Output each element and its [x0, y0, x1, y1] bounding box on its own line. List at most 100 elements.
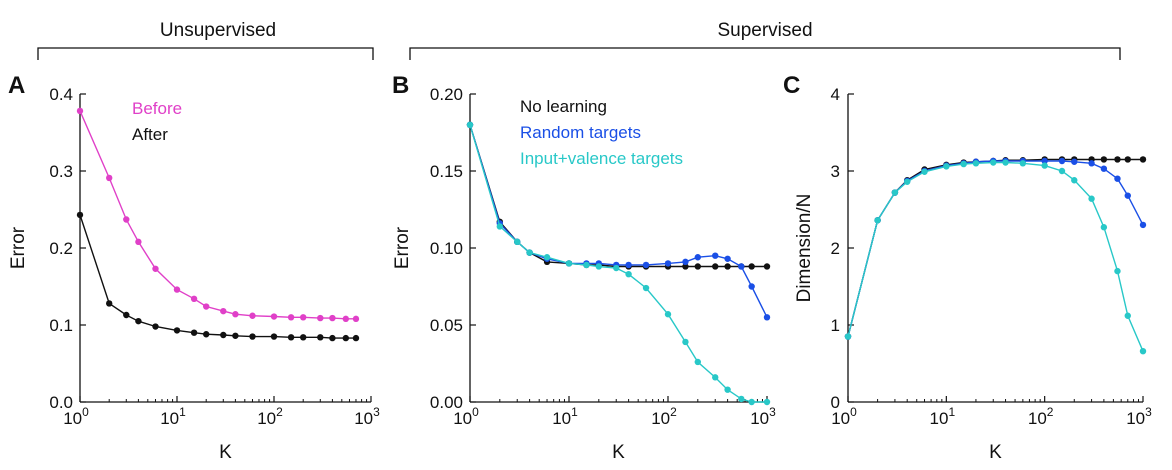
legend-before: Before [132, 99, 182, 118]
data-point [748, 283, 755, 290]
data-point [1088, 195, 1095, 202]
data-point [1139, 221, 1147, 229]
data-point [342, 334, 350, 342]
data-point [1114, 267, 1121, 275]
series-line [847, 158, 1143, 337]
data-point [329, 334, 336, 342]
x-tick-label: 101 [160, 405, 186, 428]
data-point [642, 261, 650, 269]
data-point [763, 263, 771, 270]
data-point [904, 178, 911, 185]
y-axis-label: Error [8, 226, 29, 269]
legend-random-targets: Random targets [520, 123, 641, 142]
data-point [287, 334, 295, 341]
data-point [1058, 167, 1066, 175]
data-point [1100, 165, 1108, 172]
y-tick-label: 0.3 [49, 162, 73, 181]
x-tick-label: 101 [930, 405, 956, 428]
data-point [943, 163, 950, 170]
data-point [682, 258, 689, 266]
y-tick-label: 3 [831, 162, 840, 181]
y-tick-label: 0.15 [430, 162, 463, 181]
data-point [1124, 312, 1131, 319]
unsupervised-header: Unsupervised [160, 20, 276, 41]
x-tick-label: 103 [750, 405, 776, 428]
unsupervised-bracket [37, 47, 374, 60]
y-axis-label: Dimension/N [794, 194, 815, 303]
series-line [79, 110, 356, 320]
legend-after: After [132, 125, 168, 144]
data-point [526, 249, 533, 256]
x-tick-label: 103 [354, 405, 380, 428]
data-point [352, 334, 360, 342]
panel-a-error-unsupervised: 0.0 0.1 0.2 0.3 0.4 100 101 102 103 K Error [8, 85, 380, 463]
data-point [220, 331, 227, 339]
y-tick-label: 0.05 [430, 316, 463, 335]
data-point [1071, 177, 1078, 184]
data-point [960, 160, 967, 168]
series-line [847, 160, 1144, 337]
data-point [891, 189, 899, 196]
data-point [642, 284, 650, 292]
data-point [299, 314, 307, 321]
x-tick-label: 100 [453, 405, 479, 428]
data-point [738, 263, 745, 270]
data-point [317, 314, 324, 322]
y-tick-label: 0.2 [49, 239, 73, 258]
data-point [270, 333, 278, 340]
data-point [1139, 156, 1147, 163]
data-point [1058, 157, 1066, 165]
data-point [514, 238, 521, 246]
data-point [921, 168, 928, 175]
data-point [287, 314, 295, 321]
data-point [173, 286, 181, 293]
data-point [1088, 160, 1095, 167]
data-point [1002, 159, 1009, 166]
x-tick-label: 102 [257, 405, 283, 428]
supervised-bracket [409, 47, 1121, 60]
data-point [990, 159, 997, 166]
data-point [123, 311, 130, 319]
data-point [763, 398, 771, 406]
data-point [76, 211, 84, 219]
data-point [249, 333, 256, 340]
y-axis-label: Error [392, 226, 413, 269]
data-point [342, 315, 350, 323]
data-point [543, 254, 551, 261]
data-point [972, 160, 980, 167]
data-point [202, 303, 210, 310]
data-point [1124, 156, 1131, 163]
data-point [299, 334, 307, 341]
data-point [1100, 156, 1108, 163]
x-tick-label: 100 [831, 405, 857, 428]
data-point [748, 398, 755, 406]
x-tick-label: 103 [1126, 405, 1152, 428]
data-point [105, 300, 113, 307]
data-point [135, 317, 142, 325]
data-point [249, 312, 256, 319]
data-point [173, 327, 181, 334]
data-point [625, 270, 632, 278]
data-point [496, 223, 504, 230]
x-axis-label: K [612, 442, 625, 463]
data-point [613, 264, 620, 272]
data-point [76, 107, 84, 115]
data-point [595, 263, 603, 270]
data-point [694, 254, 702, 261]
series-line [79, 214, 356, 339]
data-point [317, 334, 324, 341]
panel-label-c: C [783, 72, 800, 99]
data-point [105, 174, 113, 182]
x-axis-label: K [989, 442, 1002, 463]
data-point [1041, 162, 1048, 169]
data-point [712, 374, 719, 381]
x-axis-label: K [219, 442, 232, 463]
panel-c-dimension: 0 1 2 3 4 100 101 102 103 K Dimension/N [794, 85, 1152, 463]
data-point [724, 386, 731, 393]
x-tick-label: 102 [651, 405, 677, 428]
data-point [763, 314, 771, 321]
panel-label-b: B [392, 72, 409, 99]
data-point [682, 263, 689, 270]
y-tick-label: 0 [831, 393, 840, 412]
legend-input-valence-targets: Input+valence targets [520, 149, 683, 168]
